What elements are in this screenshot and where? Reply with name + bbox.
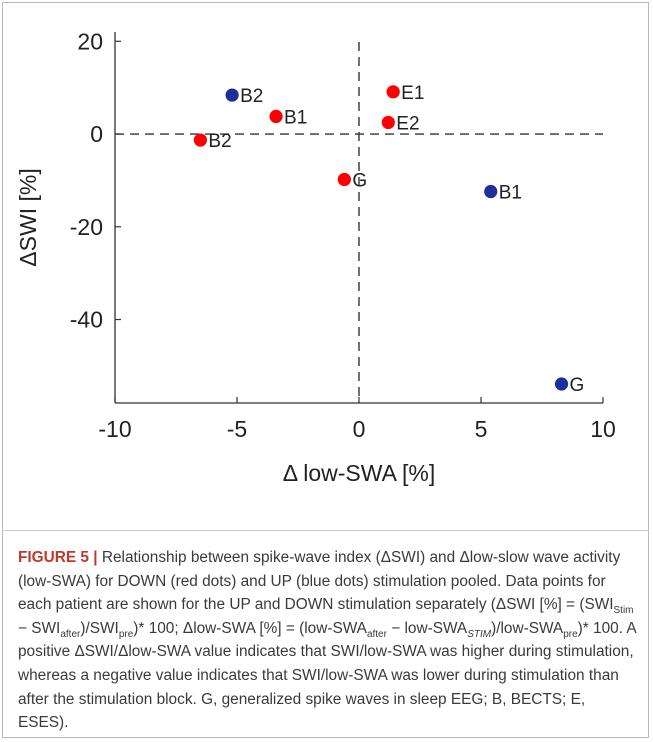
point-s0-1 (381, 115, 395, 130)
caption-text-2: − SWI (18, 619, 61, 637)
x-axis-label: Δ low-SWA [%] (283, 460, 436, 486)
point-s0-2 (269, 109, 283, 124)
caption-text-3: )/SWI (80, 619, 119, 637)
point-s1-1 (484, 184, 498, 199)
x-tick-label-0: -10 (98, 416, 131, 442)
caption-divider (2, 530, 649, 531)
figure-label: FIGURE 5 (18, 549, 89, 566)
y-tick-label-0: 20 (77, 28, 103, 54)
caption-text-4: )* 100; Δlow-SWA [%] = (low-SWA (133, 619, 367, 637)
x-tick-label-4: 10 (590, 416, 616, 442)
y-tick-label-2: -20 (70, 214, 103, 240)
x-tick-label-3: 5 (475, 416, 488, 442)
point-s1-2 (554, 377, 569, 391)
caption-sub-3: pre (118, 628, 134, 640)
point-s0-3 (193, 133, 207, 147)
point-label-s0-1: E2 (396, 113, 419, 134)
x-tick-label-2: 0 (353, 416, 366, 442)
caption-sub-1: Stim (613, 605, 634, 617)
caption-sub-4: after (366, 628, 387, 640)
figure-caption: FIGURE 5 | Relationship between spike-wa… (18, 546, 638, 735)
caption-text-1: Relationship between spike-wave index (Δ… (18, 549, 621, 614)
caption-separator: | (93, 549, 98, 566)
point-s0-4 (337, 172, 351, 187)
point-s1-0 (225, 88, 239, 102)
caption-sub-2: after (60, 628, 81, 640)
caption-text-5: − low-SWA (386, 619, 468, 637)
point-s0-0 (386, 85, 400, 99)
point-label-s1-1: B1 (499, 183, 522, 204)
y-tick-label-1: 0 (90, 121, 103, 147)
caption-text-6: )/low-SWA (491, 619, 564, 637)
caption-text-7: )* 100. A positive ΔSWI/Δlow-SWA value i… (18, 619, 636, 732)
y-axis-label: ΔSWI [%] (15, 168, 41, 266)
x-tick-label-1: -5 (227, 416, 247, 442)
point-label-s1-2: G (570, 375, 585, 396)
point-label-s0-2: B1 (284, 107, 307, 128)
point-label-s0-4: G (352, 170, 367, 191)
point-label-s1-0: B2 (240, 86, 263, 107)
caption-sub-6: pre (563, 628, 578, 640)
point-label-s0-0: E1 (401, 83, 424, 104)
y-tick-label-3: -40 (70, 307, 103, 333)
point-label-s0-3: B2 (208, 131, 231, 152)
caption-sub-5: STIM (467, 628, 492, 640)
scatter-plot: -10 -5 0 5 10 20 0 -20 -40 Δ low-SWA [%] ΔSWI [%] E… (15, 28, 616, 486)
